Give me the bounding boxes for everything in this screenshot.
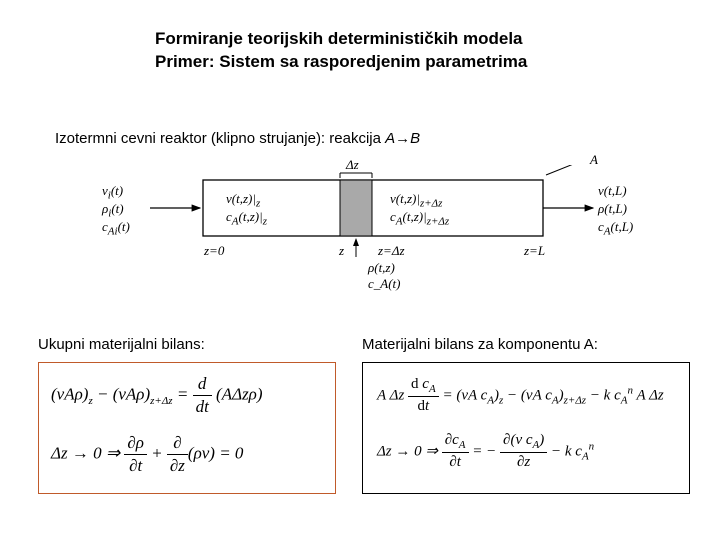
subtitle-arrow: →: [395, 130, 410, 147]
left-equation-box: (vAρ)z − (vAρ)z+Δz = ddt (AΔzρ) Δz → 0 ⇒…: [38, 362, 336, 494]
diag-in-v: v(t,z)|z: [226, 191, 260, 210]
eq-right-2: Δz → 0 ⇒ ∂cA∂t = − ∂(v cA)∂z − k cAn: [377, 431, 675, 473]
diag-caL: cA(t,L): [598, 219, 633, 238]
reactor-diagram: vi(t) ρi(t) cAi(t) v(t,L) ρ(t,L) cA(t,L)…: [88, 165, 633, 305]
eq-left-1: (vAρ)z − (vAρ)z+Δz = ddt (AΔzρ): [51, 373, 323, 418]
eq-right-1: A Δz d cAdt = (vA cA)z − (vA cA)z+Δz − k…: [377, 375, 675, 417]
subtitle-prefix: Izotermni cevni reaktor (klipno strujanj…: [55, 130, 385, 147]
subtitle-A: A: [385, 130, 395, 147]
title-line-2: Primer: Sistem sa rasporedjenim parametr…: [155, 51, 595, 74]
diag-in-ca2: cA(t,z)|z+Δz: [390, 209, 449, 228]
diag-A: A: [590, 152, 598, 168]
diag-vL: v(t,L): [598, 183, 627, 199]
diag-in-ca: cA(t,z)|z: [226, 209, 267, 228]
diag-rho-tz: ρ(t,z): [368, 260, 395, 276]
diag-rhoi: ρi(t): [102, 201, 124, 220]
diag-z0: z=0: [204, 243, 224, 259]
diag-ca-tz: c_A(t): [368, 276, 400, 292]
eq-left-2: Δz → 0 ⇒ ∂ρ∂t + ∂∂z(ρv) = 0: [51, 432, 323, 477]
diag-zdz: z=Δz: [378, 243, 405, 259]
left-title: Ukupni materijalni bilans:: [38, 336, 205, 353]
subtitle: Izotermni cevni reaktor (klipno strujanj…: [55, 130, 420, 147]
title-block: Formiranje teorijskih determinističkih m…: [155, 28, 595, 74]
diag-cai: cAi(t): [102, 219, 130, 238]
diag-in-v2: v(t,z)|z+Δz: [390, 191, 442, 210]
diagram-svg: [88, 165, 633, 305]
diag-vi: vi(t): [102, 183, 123, 202]
subtitle-B: B: [410, 130, 420, 147]
right-title: Materijalni bilans za komponentu A:: [362, 336, 598, 353]
diag-z: z: [339, 243, 344, 259]
diag-zL: z=L: [524, 243, 545, 259]
diag-dz: Δz: [346, 157, 359, 173]
diag-rhoL: ρ(t,L): [598, 201, 627, 217]
title-line-1: Formiranje teorijskih determinističkih m…: [155, 28, 595, 51]
right-equation-box: A Δz d cAdt = (vA cA)z − (vA cA)z+Δz − k…: [362, 362, 690, 494]
